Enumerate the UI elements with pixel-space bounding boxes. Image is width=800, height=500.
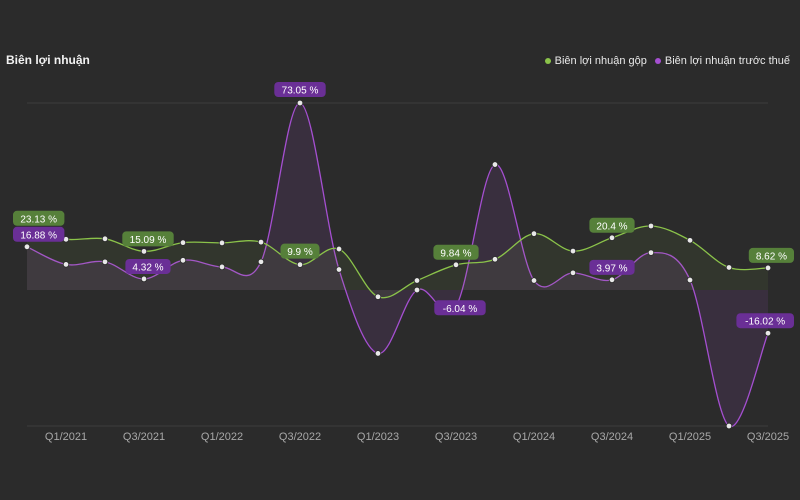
data-label-1-7: 73.05 % (282, 86, 319, 97)
data-label-1-0: 16.88 % (20, 230, 57, 241)
point-series-1-14 (569, 269, 577, 277)
point-series-0-17 (686, 237, 694, 244)
data-label-0-19: 8.62 % (756, 251, 787, 262)
data-label-1-19: -16.02 % (745, 317, 785, 328)
point-series-1-0 (23, 243, 31, 250)
point-series-0-16 (647, 222, 655, 230)
data-label-0-3: 15.09 % (130, 235, 167, 246)
x-tick-label: Q3/2022 (279, 431, 321, 443)
point-series-0-11 (452, 261, 460, 269)
point-series-1-10 (413, 286, 421, 294)
point-series-0-14 (569, 247, 577, 255)
data-label-box-1-7 (274, 82, 326, 97)
data-label-box-0-0 (13, 210, 65, 226)
point-series-1-15 (608, 276, 616, 284)
point-series-1-16 (647, 249, 655, 256)
point-series-0-6 (257, 238, 265, 246)
data-label-box-1-0 (13, 226, 65, 242)
point-series-1-5 (218, 263, 226, 271)
x-tick-label: Q1/2024 (513, 431, 555, 443)
point-series-0-15 (608, 234, 616, 241)
point-series-0-3 (140, 248, 148, 255)
data-label-box-1-11 (434, 300, 486, 316)
point-series-0-2 (101, 235, 109, 243)
chart-title: Biên lợi nhuận (6, 53, 90, 67)
x-tick-label: Q3/2025 (747, 431, 789, 443)
point-series-1-12 (491, 161, 499, 168)
point-series-1-8 (335, 266, 343, 273)
line-series-0 (26, 225, 769, 299)
data-label-0-15: 20.4 % (596, 221, 627, 232)
data-label-box-0-7 (280, 243, 320, 259)
data-label-0-0: 23.13 % (20, 214, 57, 225)
legend-item-gross-margin[interactable]: Biên lợi nhuận gộp (544, 55, 647, 67)
legend-marker-gross-margin (544, 58, 551, 64)
chart-legend: Biên lợi nhuận gộp Biên lợi nhuận trước … (544, 55, 790, 67)
point-series-0-12 (491, 256, 499, 263)
legend-label-pretax-margin: Biên lợi nhuận trước thuế (664, 55, 790, 67)
point-series-1-19 (764, 330, 772, 337)
data-label-0-7: 9.9 % (287, 247, 313, 258)
data-label-0-11: 9.84 % (440, 248, 471, 259)
point-series-1-7 (296, 99, 304, 107)
point-series-0-8 (335, 245, 343, 253)
point-series-0-7 (296, 261, 304, 268)
point-series-0-13 (530, 230, 538, 237)
data-label-box-1-15 (589, 259, 635, 275)
data-label-1-15: 3.97 % (596, 263, 627, 274)
point-series-0-5 (218, 239, 226, 247)
point-series-1-9 (374, 350, 382, 357)
x-tick-label: Q3/2021 (123, 431, 165, 443)
x-tick-label: Q1/2022 (201, 431, 243, 443)
data-label-box-1-3 (125, 258, 171, 274)
point-series-0-10 (413, 277, 421, 284)
x-tick-label: Q3/2024 (591, 431, 633, 443)
point-series-1-6 (257, 258, 265, 266)
point-series-1-1 (62, 261, 70, 268)
data-label-1-11: -6.04 % (443, 304, 478, 315)
point-series-1-4 (179, 257, 187, 264)
legend-marker-pretax-margin (654, 58, 661, 64)
legend-item-pretax-margin[interactable]: Biên lợi nhuận trước thuế (654, 55, 790, 67)
x-tick-label: Q3/2023 (435, 431, 477, 443)
point-series-1-17 (686, 276, 694, 284)
point-series-1-18 (725, 422, 733, 430)
point-series-0-19 (764, 264, 772, 272)
point-series-0-4 (179, 239, 187, 246)
data-label-box-1-19 (736, 313, 794, 329)
point-series-0-18 (725, 264, 733, 271)
data-label-box-0-19 (748, 247, 794, 263)
point-series-0-9 (374, 293, 382, 300)
area-series-1 (27, 102, 768, 427)
point-series-1-2 (101, 258, 109, 266)
point-series-1-3 (140, 275, 148, 283)
data-label-box-0-3 (122, 231, 174, 247)
data-label-1-3: 4.32 % (132, 262, 163, 273)
x-tick-label: Q1/2023 (357, 431, 399, 443)
point-series-1-13 (530, 277, 538, 284)
area-series-0 (27, 225, 768, 298)
x-tick-label: Q1/2025 (669, 431, 711, 443)
data-label-box-0-11 (433, 244, 479, 260)
data-label-box-0-15 (589, 217, 635, 233)
legend-label-gross-margin: Biên lợi nhuận gộp (554, 55, 647, 67)
x-tick-label: Q1/2021 (45, 431, 87, 443)
